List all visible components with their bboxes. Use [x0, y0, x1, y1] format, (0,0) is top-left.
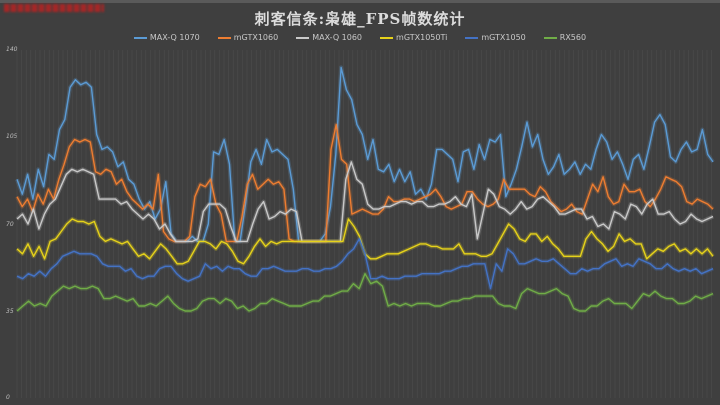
legend-swatch [296, 36, 310, 39]
legend-swatch [217, 36, 231, 39]
legend-label: mGTX1060 [233, 33, 279, 42]
legend-item-rx560: RX560 [543, 33, 587, 42]
legend-swatch [380, 36, 394, 39]
series-line-rx560 [16, 273, 714, 312]
legend-label: MAX-Q 1070 [149, 33, 200, 42]
legend-swatch [465, 36, 479, 39]
y-tick-70: 70 [6, 221, 14, 228]
y-tick-140: 140 [6, 46, 18, 53]
legend-swatch [543, 36, 557, 39]
vertical-gridlines [16, 50, 712, 398]
legend-item-mgtx1050: mGTX1050 [465, 33, 526, 42]
series-line-mgtx1050 [16, 238, 714, 290]
y-tick-0: 0 [6, 394, 10, 401]
legend-label: MAX-Q 1060 [312, 33, 363, 42]
window-top-border [0, 0, 720, 3]
series-lines [15, 65, 715, 313]
watermark-text [4, 4, 104, 12]
chart-title: 刺客信条:枭雄_FPS帧数统计 [254, 10, 466, 28]
legend-item-max-q-1060: MAX-Q 1060 [296, 33, 362, 42]
legend-item-max-q-1070: MAX-Q 1070 [133, 33, 200, 42]
legend-label: mGTX1050 [481, 33, 526, 42]
legend-label: mGTX1050Ti [396, 33, 448, 42]
chart-legend: MAX-Q 1070 mGTX1060 MAX-Q 1060 mGTX1050T… [0, 33, 720, 42]
legend-item-mgtx1050ti: mGTX1050Ti [380, 33, 447, 42]
series-line-max-q-1060 [16, 161, 714, 243]
legend-swatch [133, 36, 147, 39]
legend-item-mgtx1060: mGTX1060 [217, 33, 279, 42]
series-line-max-q-1070 [16, 66, 714, 243]
y-tick-105: 105 [6, 133, 18, 140]
y-tick-35: 35 [6, 308, 14, 315]
series-line-mgtx1060 [16, 123, 714, 243]
legend-label: RX560 [559, 33, 587, 42]
